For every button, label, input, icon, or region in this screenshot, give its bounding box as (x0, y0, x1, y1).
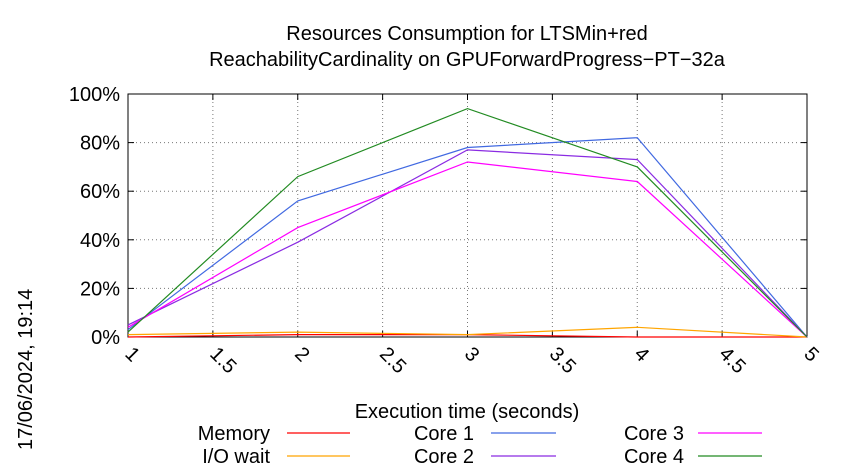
grid (127, 93, 808, 338)
legend-label-core-2: Core 2 (414, 446, 474, 468)
x-tick-label: 2.5 (375, 343, 410, 378)
y-tick-label: 100% (69, 84, 120, 106)
chart-title-line-2: ReachabilityCardinality on GPUForwardPro… (209, 49, 726, 71)
x-tick-label: 3 (460, 343, 483, 366)
x-tick-label: 4 (630, 343, 653, 366)
y-tick-label: 20% (80, 278, 120, 300)
series-line-core-3 (127, 161, 808, 338)
x-tick-label: 1.5 (205, 343, 240, 378)
timestamp-label: 17/06/2024, 19:14 (15, 289, 37, 450)
y-tick-label: 60% (80, 181, 120, 203)
legend-label-memory: Memory (198, 423, 270, 445)
legend-label-core-3: Core 3 (624, 423, 684, 445)
x-tick-label: 2 (290, 343, 313, 366)
legend-label-core-4: Core 4 (624, 446, 684, 468)
y-tick-label: 0% (91, 327, 120, 349)
legend-label-core-1: Core 1 (414, 423, 474, 445)
x-tick-label: 1 (120, 343, 143, 366)
x-tick-label: 5 (799, 343, 822, 366)
y-tick-label: 80% (80, 133, 120, 155)
chart-title: Resources Consumption for LTSMin+red Rea… (209, 23, 726, 71)
x-tick-label: 3.5 (545, 343, 580, 378)
series-line-core-2 (127, 149, 808, 338)
x-tick-label: 4.5 (715, 343, 750, 378)
chart-title-line-1: Resources Consumption for LTSMin+red (286, 23, 647, 45)
series-line-core-1 (127, 137, 808, 338)
series-line-core-4 (127, 107, 808, 338)
series-line-i-o-wait (127, 326, 808, 338)
legend-label-i-o-wait: I/O wait (202, 446, 270, 468)
x-axis-label: Execution time (seconds) (355, 401, 580, 423)
series-lines (127, 107, 808, 338)
y-axis-ticks: 0% 20% 40% 60% 80% 100% (69, 84, 807, 349)
y-tick-label: 40% (80, 230, 120, 252)
